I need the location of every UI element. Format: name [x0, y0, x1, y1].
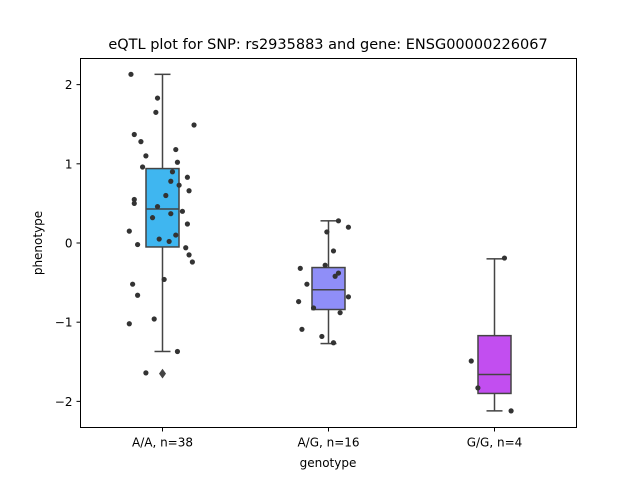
data-point — [169, 169, 176, 175]
box-group — [145, 73, 512, 412]
data-point — [176, 182, 182, 188]
data-point — [135, 241, 141, 248]
data-point — [161, 276, 167, 283]
data-point — [183, 245, 189, 251]
data-point — [151, 316, 157, 322]
data-point — [138, 139, 144, 145]
x-tick-label: A/G, n=16 — [297, 436, 359, 450]
data-point — [189, 259, 195, 265]
data-point — [131, 131, 137, 138]
data-point — [310, 305, 317, 311]
data-point — [154, 95, 161, 101]
data-point — [130, 281, 136, 287]
data-point — [174, 159, 181, 165]
data-point — [149, 215, 156, 221]
y-tick-label: −2 — [55, 395, 73, 409]
data-point — [345, 294, 352, 300]
data-point — [191, 122, 197, 128]
box-1 — [145, 73, 180, 379]
y-tick-label: 2 — [65, 78, 73, 92]
data-point — [186, 252, 192, 258]
data-point — [475, 385, 481, 391]
data-point — [128, 71, 134, 77]
data-point — [345, 224, 352, 230]
data-point — [126, 228, 132, 234]
data-point — [173, 146, 179, 153]
data-point — [184, 174, 190, 180]
data-point — [332, 273, 338, 279]
data-point — [322, 262, 328, 268]
box-body — [477, 334, 512, 395]
data-point — [335, 218, 342, 224]
data-point — [163, 192, 169, 199]
data-point — [139, 164, 146, 170]
y-tick-label: 1 — [65, 157, 73, 171]
data-point — [166, 238, 172, 245]
data-point — [319, 333, 325, 340]
data-point — [131, 200, 137, 207]
box-2 — [311, 220, 346, 345]
y-tick-label: −1 — [55, 316, 73, 330]
data-point — [126, 321, 132, 327]
data-point — [330, 248, 337, 254]
data-point — [168, 211, 174, 217]
x-tick-label: A/A, n=38 — [132, 436, 193, 450]
data-point — [173, 232, 179, 238]
data-point — [468, 358, 474, 364]
data-points — [126, 71, 514, 414]
data-point — [143, 153, 149, 159]
data-point — [174, 348, 181, 355]
data-point — [297, 265, 303, 271]
data-point — [135, 292, 141, 298]
data-point — [508, 408, 514, 414]
x-tick-label: G/G, n=4 — [467, 436, 523, 450]
data-point — [179, 208, 186, 214]
data-point — [304, 281, 310, 287]
x-axis: A/A, n=38 A/G, n=16 G/G, n=4 — [132, 427, 523, 450]
data-point — [154, 203, 161, 210]
data-point — [131, 196, 137, 203]
chart-title: eQTL plot for SNP: rs2935883 and gene: E… — [108, 37, 547, 53]
data-point — [324, 229, 330, 235]
data-point — [501, 255, 508, 261]
data-point — [296, 298, 302, 305]
y-axis: −2 −1 0 1 2 — [55, 78, 81, 409]
data-point — [330, 340, 337, 346]
data-point — [143, 370, 149, 376]
data-point — [156, 236, 162, 242]
data-point — [335, 270, 342, 276]
box-3 — [477, 258, 512, 412]
data-point — [186, 188, 192, 194]
y-axis-label: phenotype — [31, 211, 45, 275]
y-tick-label: 0 — [65, 237, 73, 251]
data-point — [337, 310, 343, 316]
data-point — [184, 221, 190, 227]
outlier-marker — [159, 368, 166, 379]
data-point — [168, 178, 174, 184]
x-axis-label: genotype — [300, 456, 357, 470]
data-point — [153, 109, 159, 115]
data-point — [299, 326, 305, 332]
